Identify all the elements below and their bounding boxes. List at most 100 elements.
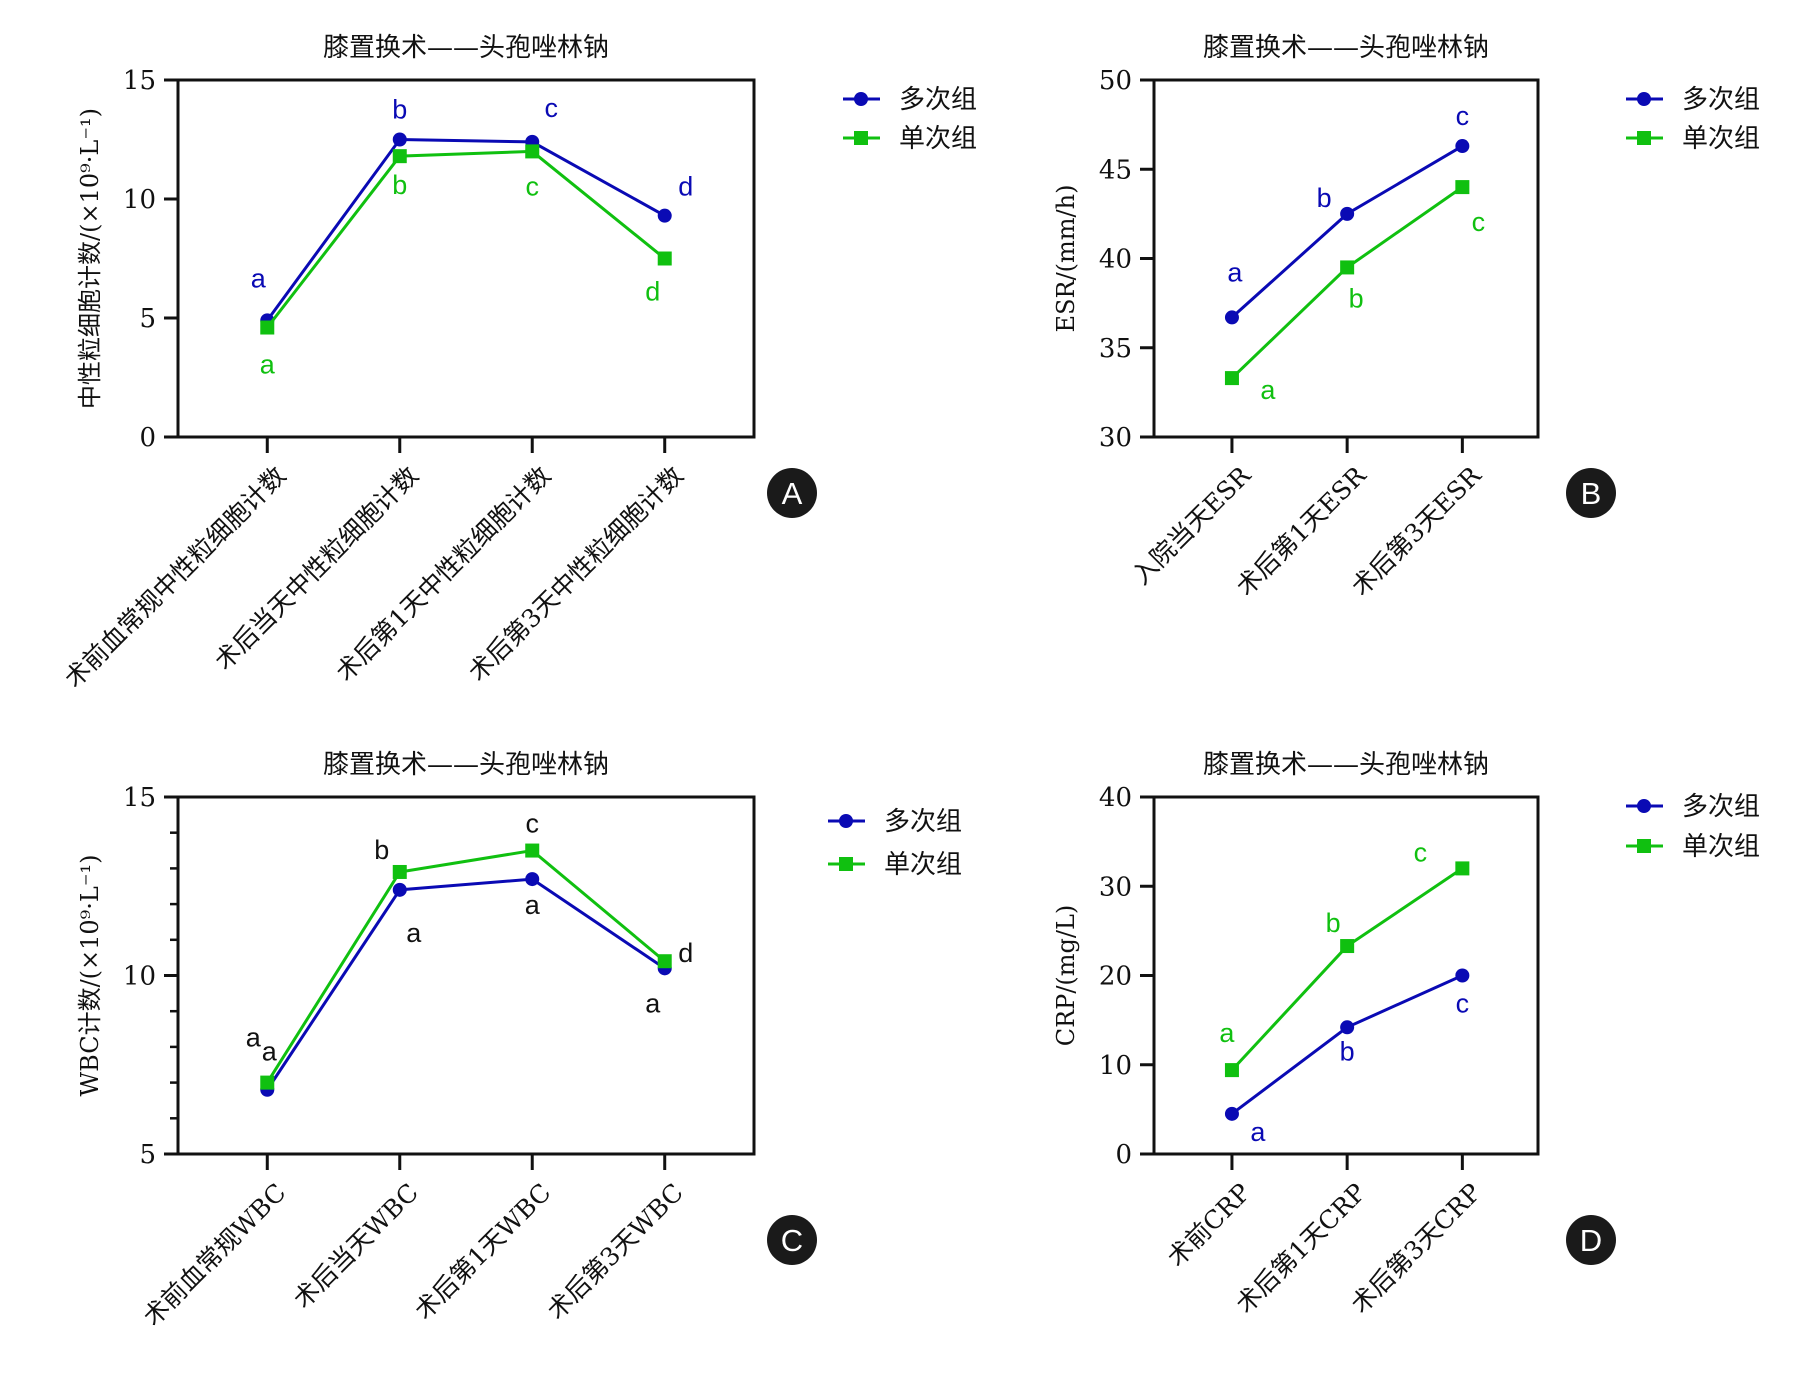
chart-title: 膝置换术——头孢唑林钠 xyxy=(1203,33,1489,63)
data-point xyxy=(1340,939,1355,954)
y-tick-label: 10 xyxy=(123,962,156,992)
y-tick-label: 15 xyxy=(123,66,156,96)
data-point xyxy=(1455,861,1470,876)
data-point xyxy=(392,864,407,879)
panel-B: 膝置换术——头孢唑林钠3035404550ESR/(mm/h)入院当天ESR术后… xyxy=(1052,33,1760,602)
panel-badge xyxy=(1566,468,1616,518)
series-line-多次组 xyxy=(266,137,666,322)
chart-title: 膝置换术——头孢唑林钠 xyxy=(323,33,609,63)
panel-label: B xyxy=(1581,476,1602,511)
data-point xyxy=(1224,310,1239,325)
y-tick-label: 0 xyxy=(1115,1140,1132,1170)
y-tick-label: 30 xyxy=(1099,423,1132,453)
legend-marker xyxy=(839,814,853,828)
legend-label: 单次组 xyxy=(1682,124,1760,154)
legend-label: 多次组 xyxy=(899,85,977,115)
x-tick-label: 术前血常规中性粒细胞计数 xyxy=(59,461,292,694)
significance-letter: d xyxy=(678,172,693,202)
data-point xyxy=(392,149,407,164)
plot-frame xyxy=(1152,795,1540,1156)
panel-badge xyxy=(1566,1215,1616,1265)
panel-D: 膝置换术——头孢唑林钠010203040CRP/(mg/L)术前CRP术后第1天… xyxy=(1052,750,1760,1319)
significance-letter: d xyxy=(678,938,693,968)
y-tick-label: 45 xyxy=(1099,155,1132,185)
significance-letter: b xyxy=(1317,183,1332,213)
x-tick-label: 术后第3天WBC xyxy=(541,1178,688,1325)
significance-letter: b xyxy=(1349,283,1364,313)
x-tick-label: 术后第1天中性粒细胞计数 xyxy=(330,461,556,687)
legend-marker xyxy=(1637,92,1651,106)
series-line-单次组 xyxy=(266,848,666,1084)
y-tick-label: 15 xyxy=(123,783,156,813)
y-tick-label: 50 xyxy=(1099,66,1132,96)
panel-badge xyxy=(767,468,817,518)
significance-letter: b xyxy=(1326,908,1341,938)
significance-letter: b xyxy=(1340,1036,1355,1066)
legend-marker xyxy=(1637,799,1651,813)
legend-label: 多次组 xyxy=(884,807,962,837)
legend-label: 单次组 xyxy=(1682,832,1760,862)
significance-letter: a xyxy=(251,263,267,293)
data-point xyxy=(1224,371,1239,386)
significance-letter: c xyxy=(1456,989,1470,1019)
y-tick-label: 10 xyxy=(1099,1051,1132,1081)
data-point xyxy=(657,251,672,266)
significance-letter: a xyxy=(1260,375,1276,405)
y-tick-label: 30 xyxy=(1099,872,1132,902)
x-tick-label: 术后第1天WBC xyxy=(409,1178,556,1325)
y-tick-label: 0 xyxy=(139,423,156,453)
y-tick-label: 5 xyxy=(139,1140,156,1170)
significance-letter: a xyxy=(1219,1018,1235,1048)
significance-letter: c xyxy=(544,93,558,123)
significance-letter: b xyxy=(392,170,407,200)
chart-title: 膝置换术——头孢唑林钠 xyxy=(323,750,609,780)
data-point xyxy=(525,843,540,858)
data-point xyxy=(392,132,407,147)
series-line-单次组 xyxy=(266,149,666,329)
y-tick-label: 5 xyxy=(139,304,156,334)
panel-label: A xyxy=(782,476,803,511)
series-line-多次组 xyxy=(266,877,666,1091)
data-point xyxy=(392,882,407,897)
significance-letter: c xyxy=(525,171,539,201)
series-line-多次组 xyxy=(1230,144,1464,319)
y-tick-label: 35 xyxy=(1099,334,1132,364)
significance-letter: a xyxy=(262,1037,278,1067)
data-point xyxy=(1224,1063,1239,1078)
significance-letter: c xyxy=(1456,101,1470,131)
significance-letter: a xyxy=(1250,1117,1266,1147)
significance-letter: a xyxy=(1227,257,1243,287)
legend-label: 多次组 xyxy=(1682,792,1760,822)
y-tick-label: 40 xyxy=(1099,245,1132,275)
data-point xyxy=(1455,139,1470,154)
y-axis-label: WBC计数/(×10⁹·L⁻¹) xyxy=(76,854,104,1096)
panel-A: 膝置换术——头孢唑林钠 0 5 10 15 中性粒细胞计数/(×10⁹·L⁻¹) 术前血常规… xyxy=(59,33,977,693)
significance-letter: c xyxy=(525,809,539,839)
data-point xyxy=(1340,260,1355,275)
significance-letter: a xyxy=(246,1023,262,1053)
significance-letter: a xyxy=(260,350,276,380)
y-axis-label: CRP/(mg/L) xyxy=(1052,905,1080,1047)
x-tick-label: 入院当天ESR xyxy=(1127,460,1257,590)
significance-letter: c xyxy=(1472,207,1486,237)
legend-label: 单次组 xyxy=(884,850,962,880)
significance-letter: a xyxy=(525,890,541,920)
y-axis-label: ESR/(mm/h) xyxy=(1052,185,1080,333)
data-point xyxy=(260,320,275,335)
y-axis-label: 中性粒细胞计数/(×10⁹·L⁻¹) xyxy=(76,108,104,409)
panel-label: D xyxy=(1580,1223,1602,1258)
data-point xyxy=(1455,180,1470,195)
significance-letter: c xyxy=(1414,837,1428,867)
data-point xyxy=(657,954,672,969)
chart-title: 膝置换术——头孢唑林钠 xyxy=(1203,750,1489,780)
significance-letter: b xyxy=(374,835,389,865)
y-tick-label: 40 xyxy=(1099,783,1132,813)
panel-badge xyxy=(767,1215,817,1265)
plot-frame xyxy=(1152,78,1540,439)
x-tick-label: 术前CRP xyxy=(1162,1178,1257,1273)
y-tick-label: 20 xyxy=(1099,962,1132,992)
legend-marker xyxy=(839,857,853,871)
legend-marker xyxy=(854,131,868,145)
plot-frame xyxy=(176,795,756,1156)
